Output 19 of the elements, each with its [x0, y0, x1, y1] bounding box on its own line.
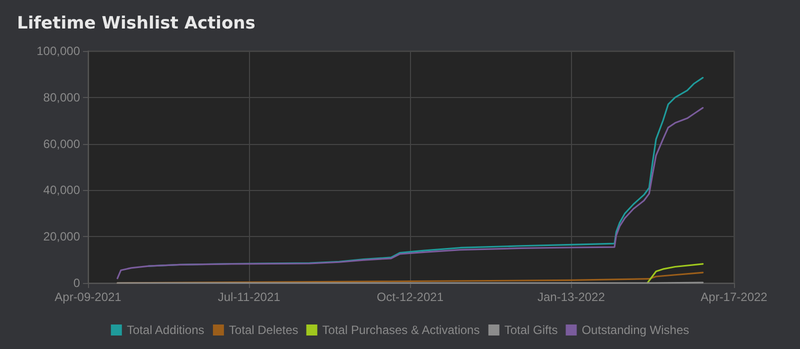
- chart-title: Lifetime Wishlist Actions: [17, 14, 256, 34]
- x-tick-label: Apr-09-2021: [54, 290, 122, 304]
- legend-label: Total Additions: [126, 323, 204, 337]
- line-series: [646, 263, 704, 284]
- y-tick-label: 100,000: [36, 44, 80, 58]
- y-tick-label: 0: [73, 276, 80, 290]
- x-tick-label: Apr-17-2022: [700, 290, 768, 304]
- legend-label: Outstanding Wishes: [582, 323, 690, 337]
- legend-label: Total Deletes: [228, 323, 298, 337]
- y-tick-label: 40,000: [43, 183, 80, 198]
- y-tick-label: 80,000: [43, 90, 80, 104]
- x-tick-label: Oct-12-2021: [376, 290, 444, 304]
- legend-label: Total Purchases & Activations: [322, 323, 480, 337]
- line-series: [116, 107, 704, 280]
- y-tick-label: 20,000: [43, 230, 80, 244]
- legend-label: Total Gifts: [504, 323, 558, 337]
- y-tick-label: 60,000: [43, 136, 80, 151]
- x-tick-label: Jul-11-2021: [218, 290, 281, 304]
- x-tick-label: Jan-13-2022: [538, 290, 606, 304]
